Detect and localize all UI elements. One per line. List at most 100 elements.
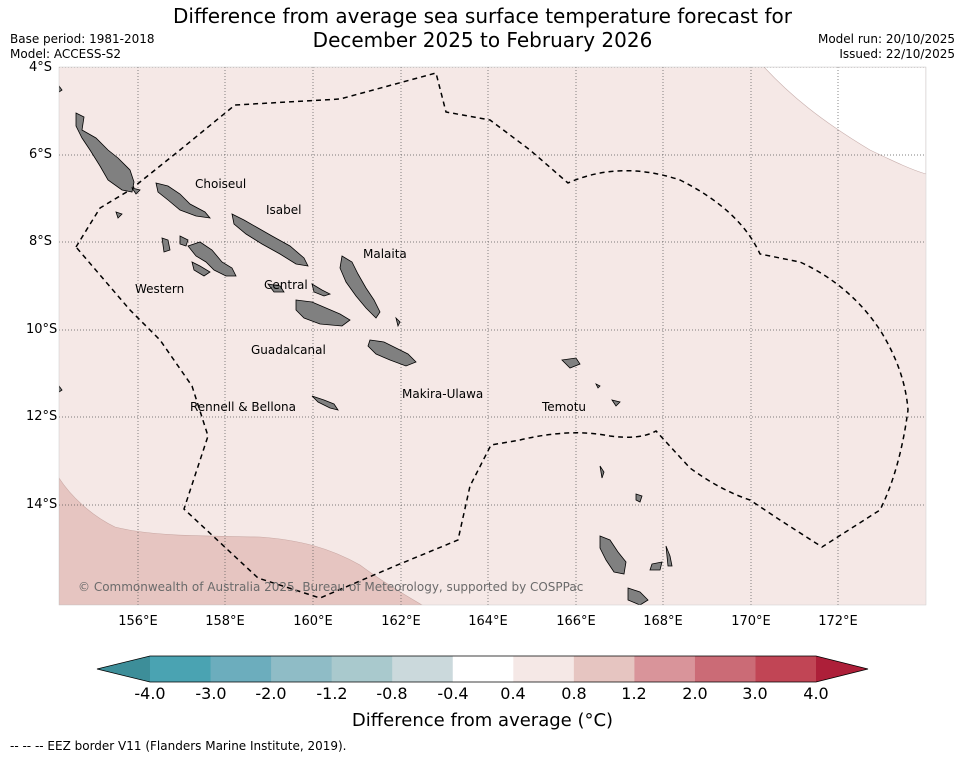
base-period: Base period: 1981-2018 (10, 32, 155, 46)
island-vanuatu-mid (627, 587, 649, 605)
ocean-anomaly-warm (59, 477, 423, 605)
land-masses (59, 85, 673, 605)
chart-title: Difference from average sea surface temp… (0, 4, 965, 52)
colorbar-cell-8 (634, 656, 696, 682)
island-central (267, 283, 285, 293)
colorbar-outline (96, 655, 869, 683)
island-small-10 (599, 465, 605, 479)
lon-label-162e: 162°E (381, 614, 421, 629)
island-isabel (231, 213, 309, 267)
lon-label-156e: 156°E (118, 614, 158, 629)
lon-label-170e: 170°E (731, 614, 771, 629)
model-run: Model run: 20/10/2025 (817, 32, 955, 46)
lat-label-10s: 10°S (26, 322, 58, 337)
region-label-western: Western (135, 282, 185, 296)
colorbar-tick-5: -0.4 (437, 684, 469, 703)
island-small-13 (395, 316, 401, 328)
region-label-rennell-bellona: Rennell & Bellona (190, 400, 297, 414)
model-name: Model: ACCESS-S2 (10, 47, 122, 61)
colorbar-cell-0 (150, 656, 212, 682)
colorbar-extend-low (97, 656, 150, 682)
colorbar (96, 655, 869, 683)
island-guadalcanal (295, 299, 351, 327)
island-small-6 (611, 399, 621, 407)
island-edge-1 (59, 85, 63, 93)
eez-footnote: -- -- -- EEZ border V11 (Flanders Marine… (10, 739, 347, 753)
colorbar-tick-2: -2.0 (255, 684, 287, 703)
island-small-8 (665, 545, 673, 567)
ocean-anomaly-neutral (763, 67, 926, 175)
lon-label-168e: 168°E (643, 614, 683, 629)
colorbar-tick-0: -4.0 (134, 684, 166, 703)
lon-label-164e: 164°E (468, 614, 508, 629)
island-small-3 (191, 261, 211, 277)
lon-label-160e: 160°E (293, 614, 333, 629)
colorbar-cell-4 (392, 656, 454, 682)
region-label-choiseul: Choiseul (195, 177, 247, 191)
region-label-temotu: Temotu (542, 400, 587, 414)
lat-label-6s: 6°S (28, 147, 52, 162)
colorbar-cell-6 (513, 656, 575, 682)
colorbar-tick-9: 2.0 (682, 684, 708, 703)
lat-label-8s: 8°S (28, 234, 52, 249)
lat-label-12s: 12°S (26, 409, 58, 424)
region-label-central: Central (264, 278, 308, 292)
colorbar-title: Difference from average (°C) (351, 710, 614, 731)
colorbar-tick-8: 1.2 (621, 684, 647, 703)
lon-label-158e: 158°E (205, 614, 245, 629)
island-edge-2 (59, 385, 63, 393)
island-vanuatu-north (599, 535, 627, 575)
island-makira (367, 339, 417, 367)
lon-label-166e: 166°E (556, 614, 596, 629)
island-small-5 (595, 383, 601, 389)
run-info: Model run: 20/10/2025 Issued: 22/10/2025 (818, 32, 955, 62)
gridlines (59, 67, 926, 605)
region-label-guadalcanal: Guadalcanal (251, 343, 326, 357)
issued-date: Issued: 22/10/2025 (839, 47, 955, 61)
model-info: Base period: 1981-2018 Model: ACCESS-S2 (10, 32, 155, 62)
map-frame (58, 66, 927, 606)
colorbar-cell-9 (694, 656, 756, 682)
ocean-anomaly-light (59, 67, 926, 605)
island-western-new-georgia (75, 112, 135, 193)
region-label-malaita: Malaita (363, 247, 407, 261)
colorbar-cell-10 (755, 656, 817, 682)
island-new-georgia-group (187, 241, 237, 277)
colorbar-tick-10: 3.0 (742, 684, 768, 703)
region-label-isabel: Isabel (266, 203, 302, 217)
title-line-2: December 2025 to February 2026 (312, 28, 653, 52)
island-small-9 (635, 493, 643, 503)
title-line-1: Difference from average sea surface temp… (172, 4, 792, 28)
island-small-1 (161, 237, 171, 253)
island-malaita (339, 255, 381, 319)
colorbar-tick-3: -1.2 (316, 684, 348, 703)
island-small-7 (649, 561, 663, 571)
colorbar-tick-4: -0.8 (376, 684, 408, 703)
lat-label-14s: 14°S (26, 497, 58, 512)
colorbar-tick-1: -3.0 (195, 684, 227, 703)
map-area (59, 67, 926, 605)
island-small-4 (311, 283, 332, 297)
island-choiseul (155, 182, 211, 219)
colorbar-cell-5 (452, 656, 514, 682)
colorbar-tick-11: 4.0 (803, 684, 829, 703)
region-label-makira-ulawa: Makira-Ulawa (402, 387, 484, 401)
island-santa-cruz (561, 357, 581, 369)
colorbar-cells (150, 656, 817, 682)
island-small-11 (115, 211, 123, 219)
lon-label-172e: 172°E (818, 614, 858, 629)
colorbar-tick-7: 0.8 (561, 684, 587, 703)
colorbar-cell-7 (573, 656, 635, 682)
lat-label-4s: 4°S (28, 60, 52, 75)
eez-border (75, 72, 909, 599)
colorbar-cell-2 (271, 656, 333, 682)
colorbar-cell-1 (210, 656, 272, 682)
colorbar-cell-3 (331, 656, 393, 682)
copyright-notice: © Commonwealth of Australia 2025, Bureau… (78, 580, 584, 594)
colorbar-tick-6: 0.4 (500, 684, 526, 703)
island-small-12 (131, 187, 141, 195)
island-rennell (311, 395, 339, 411)
colorbar-extend-high (816, 656, 868, 682)
island-small-2 (179, 235, 189, 247)
